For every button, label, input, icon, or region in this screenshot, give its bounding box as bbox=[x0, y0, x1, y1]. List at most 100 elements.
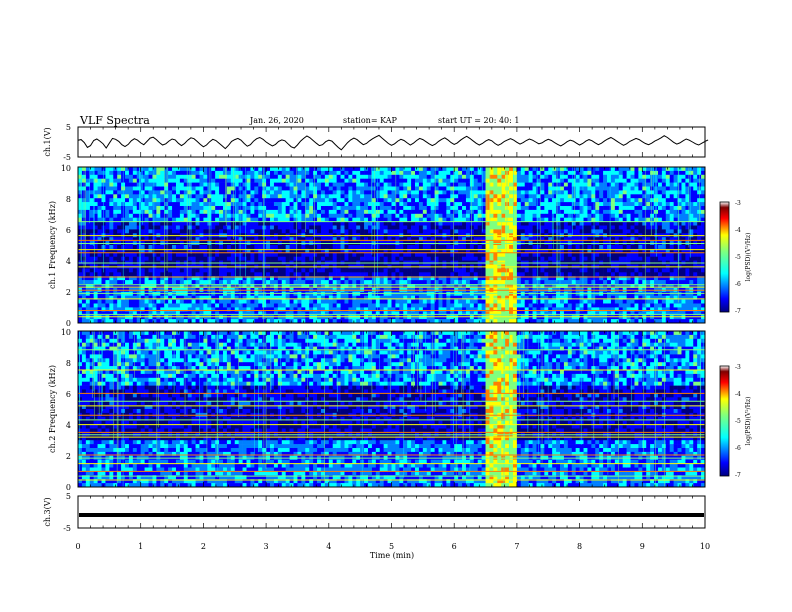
spectrogram-cell bbox=[270, 319, 275, 324]
spectrogram-cell bbox=[219, 248, 224, 254]
spectrogram-cell bbox=[520, 217, 526, 222]
spectrogram-cell bbox=[297, 319, 302, 324]
spectrogram-cell bbox=[528, 315, 533, 320]
spectrogram-cell bbox=[422, 291, 428, 296]
spectrogram-cell bbox=[422, 194, 428, 199]
spectrogram-cell bbox=[536, 307, 541, 312]
spectrogram-cell bbox=[297, 209, 302, 215]
spectrogram-cell bbox=[454, 315, 459, 320]
spectrogram-cell bbox=[411, 319, 416, 324]
spectrogram-cell bbox=[485, 174, 490, 179]
spectrogram-cell bbox=[250, 170, 255, 176]
spectrogram-cell bbox=[528, 182, 533, 187]
spectrogram-cell bbox=[469, 295, 475, 300]
spectrogram-cell bbox=[152, 307, 157, 312]
spectrogram-cell bbox=[211, 221, 216, 226]
spectrogram-cell bbox=[140, 291, 145, 296]
spectrogram-cell bbox=[128, 315, 134, 320]
spectrogram-cell bbox=[415, 229, 420, 234]
spectrogram-cell bbox=[407, 167, 412, 172]
spectrogram-cell bbox=[254, 272, 259, 277]
spectrogram-cell bbox=[89, 319, 94, 324]
spectrogram-cell bbox=[101, 319, 106, 324]
spectrogram-cell bbox=[399, 299, 404, 304]
spectrogram-cell bbox=[348, 229, 353, 234]
spectrogram-cell bbox=[136, 295, 141, 300]
spectrogram-cell bbox=[324, 217, 330, 222]
spectrogram-cell bbox=[164, 315, 169, 320]
spectrogram-cell bbox=[144, 280, 149, 285]
spectrogram-cell bbox=[97, 217, 102, 222]
spectrogram-cell bbox=[446, 291, 451, 296]
spectrogram-cell bbox=[446, 178, 451, 183]
spectrogram-cell bbox=[450, 206, 455, 211]
spectrogram-cell bbox=[183, 167, 189, 172]
spectrogram-cell bbox=[301, 186, 306, 191]
spectrogram-cell bbox=[434, 174, 439, 179]
spectrogram-cell bbox=[230, 252, 236, 257]
spectrogram-cell bbox=[528, 186, 533, 191]
spectrogram-cell bbox=[101, 299, 106, 304]
spectrogram-cell bbox=[211, 198, 216, 203]
spectrogram-cell bbox=[407, 190, 412, 195]
spectrogram-cell bbox=[512, 307, 518, 312]
spectrogram-cell bbox=[336, 237, 341, 242]
spectrogram-cell bbox=[371, 272, 377, 277]
spectrogram-cell bbox=[136, 307, 141, 312]
spectrogram-cell bbox=[462, 194, 467, 199]
spectrogram-cell bbox=[509, 225, 514, 230]
spectrogram-cell bbox=[281, 229, 286, 234]
spectrogram-cell bbox=[152, 182, 157, 187]
spectrogram-cell bbox=[379, 256, 384, 261]
spectrogram-cell bbox=[85, 178, 91, 183]
spectrogram-cell bbox=[191, 221, 196, 226]
spectrogram-cell bbox=[516, 186, 522, 191]
spectrogram-cell bbox=[505, 307, 510, 312]
spectrogram-cell bbox=[85, 303, 91, 308]
spectrogram-cell bbox=[270, 248, 275, 254]
spectrogram-cell bbox=[497, 295, 502, 300]
spectrogram-cell bbox=[172, 229, 177, 234]
spectrogram-cell bbox=[332, 268, 337, 273]
spectrogram-cell bbox=[172, 299, 177, 304]
spectrogram-cell bbox=[113, 291, 118, 296]
spectrogram-cell bbox=[215, 202, 220, 207]
spectrogram-cell bbox=[230, 167, 236, 172]
spectrogram-cell bbox=[152, 291, 157, 296]
spectrogram-cell bbox=[489, 190, 494, 195]
spectrogram-cell bbox=[352, 225, 357, 230]
spectrogram-cell bbox=[481, 182, 486, 187]
spectrogram-cell bbox=[93, 256, 98, 261]
spectrogram-cell bbox=[222, 276, 228, 281]
spectrogram-cell bbox=[497, 206, 502, 211]
spectrogram-cell bbox=[128, 252, 134, 257]
spectrogram-cell bbox=[520, 237, 526, 242]
spectrogram-cell bbox=[477, 315, 482, 320]
spectrogram-cell bbox=[195, 229, 200, 234]
spectrogram-cell bbox=[297, 307, 302, 312]
spectrogram-cell bbox=[356, 272, 361, 277]
spectrogram-cell bbox=[418, 213, 424, 218]
spectrogram-cell bbox=[78, 198, 83, 203]
spectrogram-cell bbox=[438, 167, 443, 172]
spectrogram-cell bbox=[450, 311, 455, 316]
spectrogram-cell bbox=[195, 284, 200, 289]
spectrogram-cell bbox=[109, 198, 114, 203]
spectrogram-cell bbox=[391, 284, 396, 289]
spectrogram-cell bbox=[113, 217, 118, 222]
spectrogram-cell bbox=[160, 178, 165, 183]
spectrogram-cell bbox=[505, 221, 510, 226]
spectrogram-cell bbox=[113, 198, 118, 203]
spectrogram-cell bbox=[493, 299, 498, 304]
spectrogram-cell bbox=[320, 299, 326, 304]
spectrogram-cell bbox=[383, 182, 388, 187]
spectrogram-cell bbox=[97, 256, 102, 261]
spectrogram-cell bbox=[426, 280, 431, 285]
spectrogram-cell bbox=[411, 206, 416, 211]
spectrogram-cell bbox=[250, 295, 255, 300]
spectrogram-cell bbox=[136, 225, 141, 230]
spectrogram-cell bbox=[391, 213, 396, 218]
spectrogram-cell bbox=[93, 194, 98, 199]
spectrogram-cell bbox=[465, 198, 471, 203]
spectrogram-cell bbox=[309, 280, 314, 285]
